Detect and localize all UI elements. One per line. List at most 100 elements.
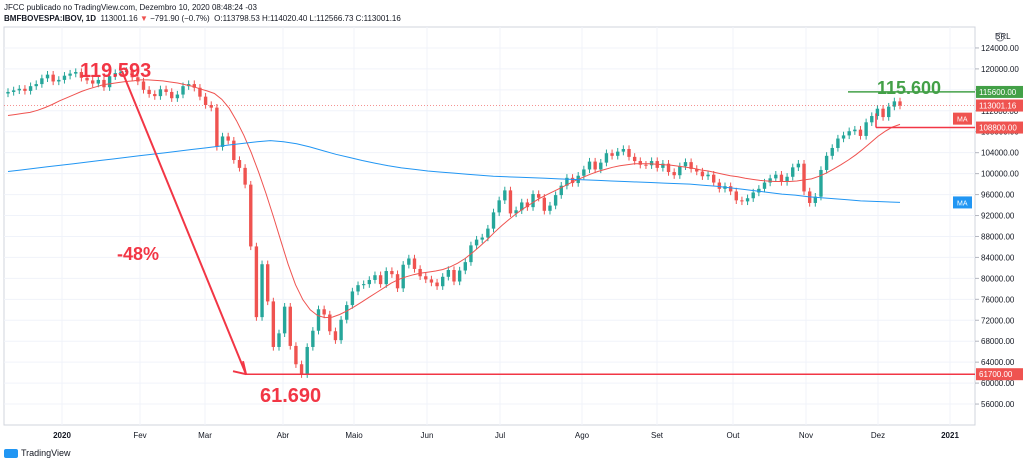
price-tag-label: 108800.00 xyxy=(979,124,1017,133)
candle-body xyxy=(203,96,208,106)
x-tick-label: Mar xyxy=(198,431,212,440)
candle-body xyxy=(356,285,360,292)
candle-body xyxy=(734,191,738,201)
candle-body xyxy=(232,140,236,161)
candle-body xyxy=(847,131,851,136)
ohlc-values: O:113798.53 H:114020.40 L:112566.73 C:11… xyxy=(214,14,401,23)
candle-body xyxy=(373,275,377,280)
candle-body xyxy=(198,87,202,97)
candle-body xyxy=(712,174,716,183)
price-tag-bg xyxy=(976,368,1023,381)
candle-body xyxy=(107,76,112,88)
candle-body xyxy=(525,202,530,208)
candle-body xyxy=(429,279,434,283)
candle-body xyxy=(802,163,806,192)
last-price: 113001.16 xyxy=(100,14,138,23)
candle-body xyxy=(220,136,225,147)
candle-body xyxy=(384,271,388,285)
price-tag-label: 113001.16 xyxy=(979,102,1017,111)
x-tick-label: Ago xyxy=(575,431,590,440)
candle-body xyxy=(836,138,840,148)
candle-body xyxy=(621,149,626,152)
candle-body xyxy=(345,305,349,320)
candle-body xyxy=(311,330,315,347)
candle-body xyxy=(881,108,885,118)
candle-body xyxy=(209,105,213,108)
candle-body xyxy=(153,94,157,97)
candle-body xyxy=(570,177,575,184)
candle-body xyxy=(565,177,569,186)
price-tag-label: 61700.00 xyxy=(979,370,1013,379)
candle-body xyxy=(333,331,338,341)
candle-body xyxy=(74,72,78,74)
candle-body xyxy=(6,91,10,94)
candle-body xyxy=(147,89,151,95)
candle-body xyxy=(378,275,383,285)
candle-body xyxy=(474,239,479,246)
x-tick-label: Abr xyxy=(277,431,290,440)
price-tag-bg xyxy=(976,99,1023,112)
candle-body xyxy=(627,149,631,157)
candle-body xyxy=(119,71,123,74)
candle-body xyxy=(45,74,50,79)
candle-body xyxy=(170,91,174,99)
candle-body xyxy=(62,75,67,80)
candle-body xyxy=(23,88,27,91)
candle-body xyxy=(90,80,95,84)
candle-body xyxy=(632,156,637,162)
price-tag-bg xyxy=(976,121,1023,134)
candle-body xyxy=(390,271,394,275)
x-tick-label: Jun xyxy=(421,431,434,440)
candle-body xyxy=(503,190,507,201)
candle-body xyxy=(40,78,44,85)
candle-body xyxy=(644,164,648,166)
candle-body xyxy=(96,79,101,84)
candle-body xyxy=(700,171,705,177)
symbol-name: BMFBOVESPA:IBOV, 1D xyxy=(4,14,97,23)
candle-body xyxy=(266,264,270,302)
candle-body xyxy=(599,162,603,170)
candle-body xyxy=(277,333,281,347)
candle-body xyxy=(768,178,772,183)
settings-icon[interactable] xyxy=(995,32,1005,42)
candle-body xyxy=(435,282,439,287)
y-tick-label: 124000.00 xyxy=(981,44,1019,53)
ma-tag-label: MA xyxy=(957,117,968,124)
candle-body xyxy=(249,184,253,247)
x-tick-label: Out xyxy=(727,431,741,440)
candle-body xyxy=(841,135,846,139)
candle-body xyxy=(102,79,106,88)
brand-label: TradingView xyxy=(21,448,71,458)
candle-body xyxy=(508,190,513,214)
candle-body xyxy=(813,196,818,203)
candle-body xyxy=(717,182,722,189)
candle-body xyxy=(79,72,84,78)
y-tick-label: 96000.00 xyxy=(981,191,1015,200)
tradingview-logo[interactable]: TradingView xyxy=(4,448,71,458)
y-tick-label: 92000.00 xyxy=(981,212,1015,221)
candles xyxy=(6,67,902,378)
currency-label: BRL xyxy=(995,32,1011,41)
candle-body xyxy=(68,73,72,76)
candle-body xyxy=(672,172,676,176)
candle-body xyxy=(446,269,451,277)
ma-tag-bg xyxy=(953,196,972,209)
candle-body xyxy=(243,167,247,185)
y-tick-label: 80000.00 xyxy=(981,274,1015,283)
x-tick-label: 2020 xyxy=(53,431,71,440)
candle-body xyxy=(762,182,767,189)
candle-body xyxy=(486,228,490,238)
x-tick-label: Fev xyxy=(133,431,146,440)
candle-body xyxy=(604,153,609,163)
candle-body xyxy=(215,107,219,147)
candle-body xyxy=(407,258,411,265)
candle-body xyxy=(226,136,230,141)
candle-body xyxy=(175,94,180,99)
candle-body xyxy=(779,174,784,183)
candle-body xyxy=(892,101,897,107)
candle-body xyxy=(616,151,620,156)
candle-body xyxy=(887,106,891,118)
x-tick-label: Jul xyxy=(495,431,505,440)
